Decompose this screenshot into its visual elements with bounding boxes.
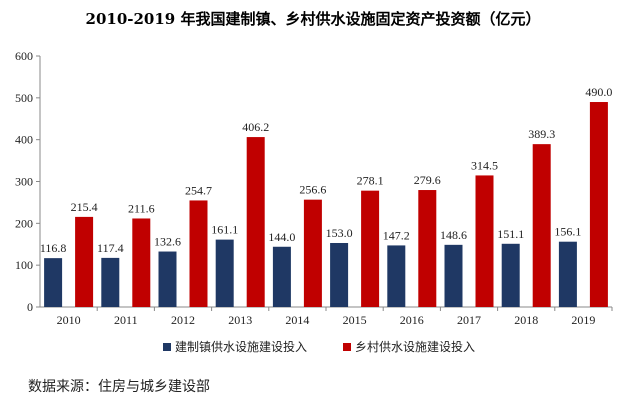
data-label: 406.2 [242,120,269,134]
bar [189,200,208,307]
data-label: 153.0 [326,226,353,240]
data-label: 151.1 [497,227,524,241]
data-labels: 116.8 215.4 117.4 211.6 132.6 254.7 161.1 406.2… [40,85,613,255]
data-label: 116.8 [40,241,67,255]
data-label: 117.4 [97,241,124,255]
data-label: 156.1 [554,225,581,239]
bar [532,144,551,307]
source-note: 数据来源：住房与城乡建设部 [28,379,210,395]
x-tick-label: 2014 [285,313,309,327]
legend-swatch [343,343,351,351]
bar [158,251,177,307]
y-tick-label: 200 [15,216,33,230]
data-label: 161.1 [211,223,238,237]
bar [330,242,349,307]
legend-label: 建制镇供水设施建设投入 [175,339,307,354]
data-label: 279.6 [414,173,441,187]
x-tick-label: 2012 [171,313,195,327]
y-tick-label: 100 [15,258,33,272]
bar [44,258,63,307]
x-tick-label: 2010 [57,313,81,327]
x-tick-label: 2016 [400,313,424,327]
chart-title: 2010-2019 年我国建制镇、乡村供水设施固定资产投资额（亿元） [85,10,541,28]
y-tick-label: 500 [15,91,33,105]
bar [215,239,234,307]
data-label: 147.2 [383,228,410,242]
data-label: 254.7 [185,183,212,197]
data-label: 215.4 [71,200,98,214]
y-tick-label: 0 [27,300,33,314]
x-tick-label: 2018 [514,313,538,327]
x-tick-label: 2017 [457,313,481,327]
data-label: 389.3 [528,127,555,141]
bar [132,218,151,307]
bar [272,246,291,307]
bar [589,102,608,308]
data-label: 211.6 [128,201,155,215]
bar [387,245,406,307]
data-label: 490.0 [585,85,612,99]
bar [444,244,463,307]
bar [75,216,94,307]
data-label: 256.6 [299,183,326,197]
x-tick-label: 2011 [114,313,138,327]
data-label: 132.6 [154,235,181,249]
x-tick-label: 2015 [343,313,367,327]
y-tick-label: 300 [15,175,33,189]
x-tick-label: 2019 [571,313,595,327]
bars [44,102,608,308]
bar [361,190,380,307]
bar [501,243,520,307]
legend-label: 乡村供水设施建设投入 [355,339,475,354]
axes: 0 100 200 300 400 500 600 2010 2011 2012 2013 2014 2… [15,49,613,327]
bar [246,137,265,307]
y-tick-label: 600 [15,49,33,63]
y-tick-label: 400 [15,133,33,147]
bar [418,190,437,307]
data-label: 314.5 [471,158,498,172]
legend: 建制镇供水设施建设投入 乡村供水设施建设投入 [163,339,475,354]
bar [475,175,494,307]
legend-swatch [163,343,171,351]
bar [303,199,322,307]
data-label: 144.0 [268,230,295,244]
x-tick-label: 2013 [228,313,252,327]
data-label: 278.1 [357,174,384,188]
bar [101,257,120,307]
data-label: 148.6 [440,228,467,242]
bar [558,241,577,307]
